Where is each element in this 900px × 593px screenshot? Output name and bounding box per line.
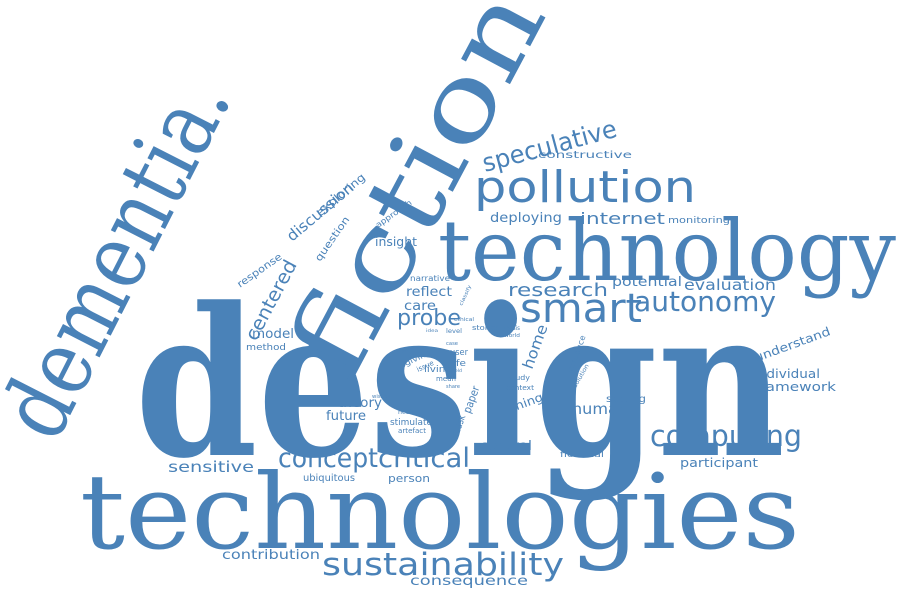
word-narrative: narrative: [410, 274, 450, 283]
word-technologies: technologies: [80, 451, 800, 573]
word-technology: technology: [438, 202, 897, 300]
word-constructive: constructive: [538, 150, 632, 161]
word-individual: individual: [754, 367, 820, 381]
word-stimulate: stimulate: [390, 418, 432, 428]
word-framework: framework: [754, 380, 836, 394]
word-contribution: contribution: [222, 548, 320, 563]
word-ubiquitous: ubiquitous: [303, 473, 355, 484]
word-level: level: [446, 328, 462, 335]
word-idea: idea: [426, 328, 439, 333]
word-world: world: [504, 333, 520, 339]
word-ethical: ethical: [454, 317, 474, 323]
word-human: human: [572, 400, 628, 418]
word-fictional: fictional: [560, 450, 604, 459]
word-deploying: deploying: [490, 211, 562, 226]
word-sustainability: sustainability: [322, 547, 564, 583]
word-share: share: [446, 384, 460, 390]
word-model: model: [252, 327, 294, 342]
word-method: method: [246, 343, 286, 353]
word-context: context: [506, 384, 534, 392]
word-research: research: [508, 280, 608, 301]
word-health: health: [398, 409, 418, 416]
word-stories: stories: [472, 324, 500, 332]
word-field: field: [452, 368, 463, 373]
word-study: study: [508, 374, 530, 382]
word-smart: smart: [520, 286, 642, 332]
word-theory: theory: [338, 396, 382, 411]
word-reflect: reflect: [406, 285, 452, 300]
word-future: future: [326, 409, 366, 424]
word-potential: potential: [612, 275, 682, 290]
word-user: user: [450, 348, 468, 358]
word-internet: internet: [580, 209, 665, 228]
word-insight: insight: [375, 235, 417, 249]
word-control: control: [480, 439, 532, 454]
word-person: person: [388, 472, 430, 485]
word-life: life: [450, 359, 467, 369]
word-sensitive: sensitive: [168, 458, 254, 476]
word-computing: computing: [650, 419, 802, 453]
word-artefact: artefact: [398, 427, 426, 435]
word-participant: participant: [680, 456, 758, 470]
word-design: design: [135, 264, 785, 504]
word-living: living: [424, 365, 452, 375]
word-many: many: [401, 345, 415, 354]
word-monitoring: monitoring: [668, 216, 730, 226]
word-evaluation: evaluation: [684, 276, 776, 294]
word-pollution: pollution: [474, 162, 696, 213]
word-consequence: consequence: [410, 574, 528, 589]
word-wishes: wishes: [372, 394, 390, 400]
word-thesis: thesis: [504, 325, 520, 332]
word-concept: concept: [278, 443, 378, 474]
word-care: care: [404, 299, 436, 314]
word-probe: probe: [397, 306, 461, 331]
word-critical: critical: [378, 443, 470, 474]
word-case: case: [446, 341, 458, 347]
word-setting: setting: [606, 394, 646, 405]
word-autonomy: autonomy: [634, 285, 776, 318]
word-mean: mean: [436, 375, 456, 383]
